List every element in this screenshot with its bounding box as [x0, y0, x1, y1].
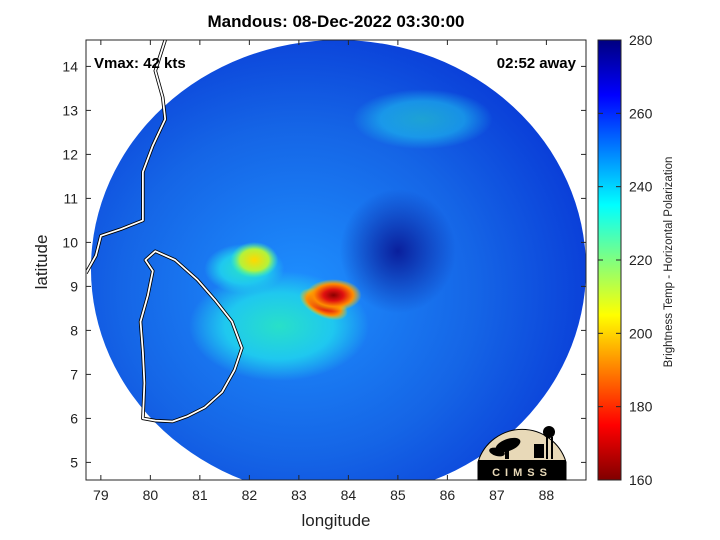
- colorbar-tick-label: 220: [629, 252, 653, 268]
- x-tick-label: 87: [489, 487, 505, 503]
- y-tick-label: 6: [70, 410, 78, 426]
- x-tick-label: 83: [291, 487, 307, 503]
- feature-rainband-east: [305, 279, 362, 312]
- microwave-swath: [91, 40, 586, 480]
- x-tick-label: 85: [390, 487, 406, 503]
- x-axis-label: longitude: [301, 511, 371, 530]
- y-tick-label: 13: [62, 102, 78, 118]
- colorbar-ticks: 160 180 200 220 240 260 280: [598, 32, 653, 488]
- colorbar-tick-label: 280: [629, 32, 653, 48]
- y-tick-label: 11: [63, 190, 78, 206]
- x-tick-label: 80: [143, 487, 159, 503]
- y-tick-label: 8: [70, 322, 78, 338]
- x-tick-label: 84: [341, 487, 357, 503]
- plot-frame: [85, 39, 587, 481]
- colorbar-tick-label: 160: [629, 472, 653, 488]
- y-tick-label: 10: [62, 234, 78, 250]
- india-coastline: [86, 40, 167, 274]
- feature-convection-north: [230, 242, 279, 278]
- outer-band-north: [352, 89, 493, 150]
- y-tick-label: 12: [62, 146, 78, 162]
- x-tick-label: 81: [192, 487, 208, 503]
- colorbar-tick-label: 200: [629, 325, 653, 341]
- cimss-logo: CIMSS: [477, 426, 567, 481]
- y-tick-label: 5: [70, 454, 78, 470]
- time-away-annotation: 02:52 away: [497, 55, 577, 72]
- y-tick-label: 9: [70, 278, 78, 294]
- colorbar-tick-label: 240: [629, 179, 653, 195]
- y-axis-ticks: 5 6 7 8 9 10 11 12 13 14: [62, 58, 586, 470]
- x-axis-ticks: 79 80 81 82 83 84 85 86 87 88: [93, 40, 554, 503]
- logo-text: CIMSS: [492, 467, 552, 479]
- x-tick-label: 88: [539, 487, 555, 503]
- vmax-annotation: Vmax: 42 kts: [94, 55, 186, 72]
- colorbar-tick-label: 260: [629, 105, 653, 121]
- x-tick-label: 86: [440, 487, 456, 503]
- y-tick-label: 7: [70, 366, 78, 382]
- chart-title: Mandous: 08-Dec-2022 03:30:00: [207, 12, 465, 31]
- sri-lanka-coastline: [139, 250, 243, 423]
- plot-area: [86, 40, 586, 480]
- colorbar-tick-label: 180: [629, 399, 653, 415]
- y-tick-label: 14: [62, 58, 78, 74]
- x-tick-label: 82: [242, 487, 258, 503]
- cyclone-eye: [339, 189, 456, 314]
- x-tick-label: 79: [93, 487, 109, 503]
